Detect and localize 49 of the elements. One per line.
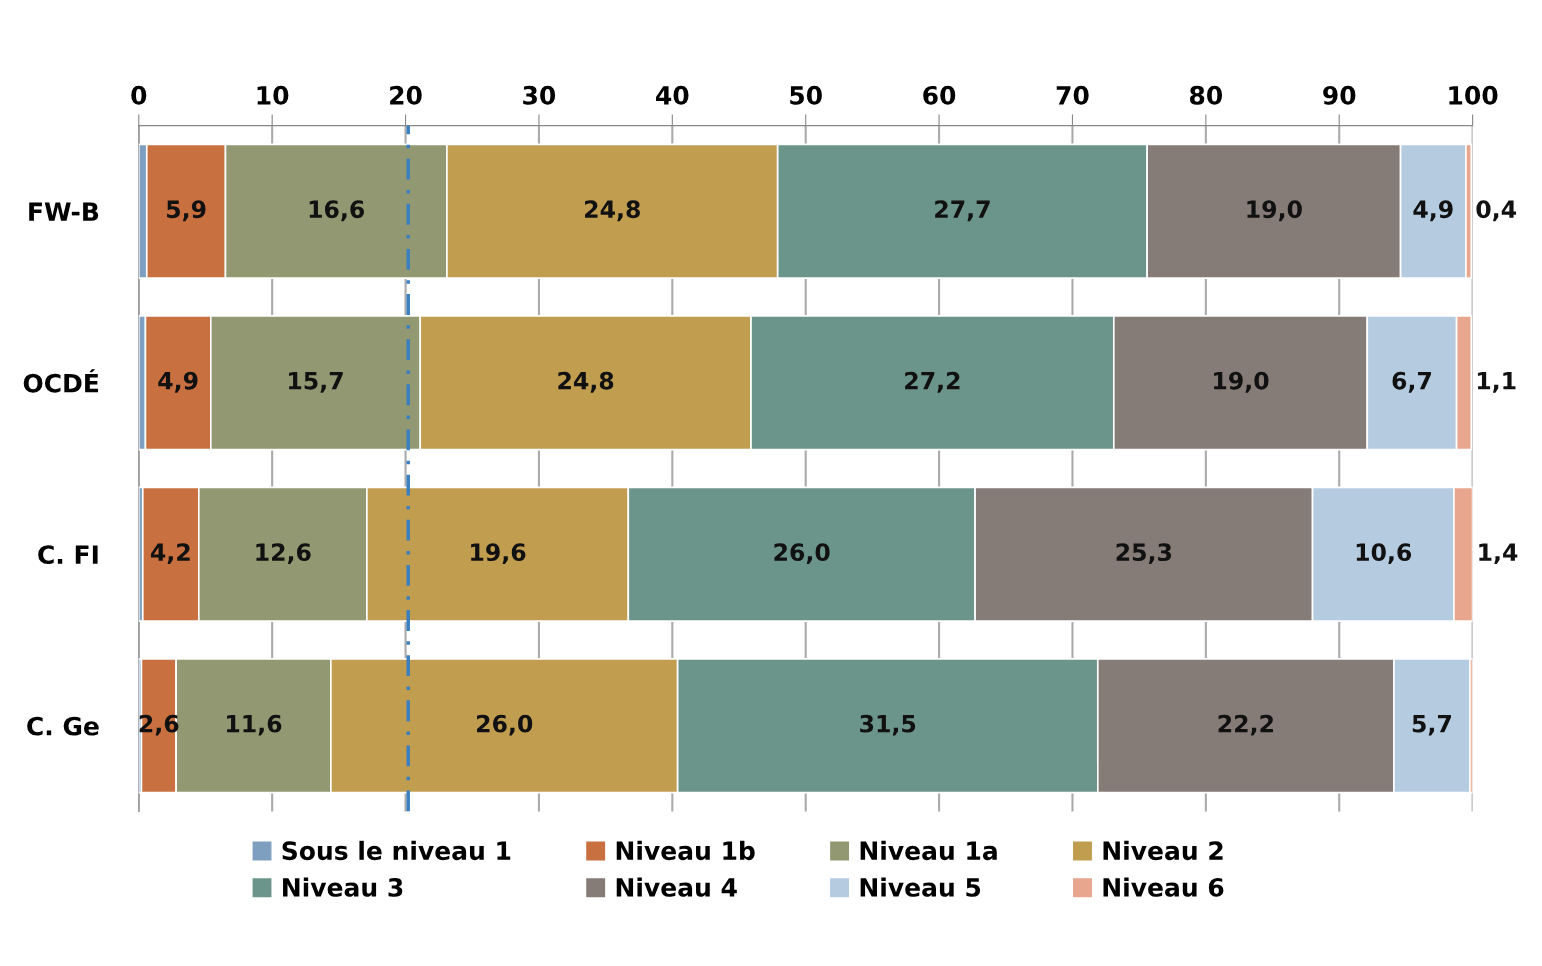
data-label: 24,8: [558, 371, 614, 393]
data-label: 1,1: [1477, 372, 1516, 393]
x-tick-label: 0: [131, 85, 147, 105]
x-tick-label: 70: [1056, 85, 1089, 105]
data-label: 24,8: [585, 200, 640, 222]
legend-label: Niveau 3: [283, 877, 403, 897]
data-label: 4,9: [158, 371, 198, 393]
data-label: 25,3: [1116, 543, 1172, 565]
legend-label: Sous le niveau 1: [282, 840, 511, 861]
data-label: 5,7: [1412, 715, 1451, 736]
data-label: 19,0: [1247, 200, 1302, 222]
legend-label: Niveau 6: [1103, 877, 1224, 897]
data-label: 10,6: [1356, 543, 1412, 565]
y-tick-label: FW-B: [29, 202, 99, 221]
data-label: 31,5: [860, 714, 916, 736]
data-label: 19,0: [1214, 371, 1269, 393]
data-label: 27,7: [935, 200, 990, 222]
data-label: 12,6: [256, 543, 311, 565]
legend-label: Niveau 4: [616, 877, 737, 897]
y-tick-label: C. Ge: [27, 716, 99, 736]
data-label: 26,0: [476, 714, 533, 736]
legend-label: Niveau 1b: [616, 840, 755, 861]
data-label: 6,7: [1392, 371, 1431, 393]
data-label: 19,6: [471, 543, 526, 565]
data-label: 1,4: [1479, 543, 1518, 565]
y-tick-label: C. FI: [38, 545, 98, 565]
x-tick-label: 50: [790, 85, 822, 105]
data-label: 5,9: [167, 200, 206, 222]
x-tick-label: 80: [1189, 85, 1223, 105]
data-label: 22,2: [1218, 714, 1273, 736]
x-tick-label: 20: [390, 85, 422, 105]
x-tick-label: 10: [257, 85, 289, 105]
data-label: 4,9: [1413, 200, 1453, 222]
legend-label: Niveau 1a: [860, 840, 997, 861]
data-label: 26,0: [774, 543, 830, 565]
data-label: 16,6: [309, 200, 365, 222]
x-tick-label: 60: [923, 85, 956, 105]
y-tick-label: OCDÉ: [23, 369, 99, 393]
data-label: 15,7: [289, 372, 343, 393]
x-tick-label: 100: [1449, 85, 1498, 105]
data-label: 11,6: [227, 714, 282, 736]
data-label: 4,2: [150, 543, 190, 565]
x-tick-label: 90: [1323, 85, 1356, 105]
x-tick-label: 40: [656, 85, 689, 105]
data-label: 27,2: [905, 371, 960, 393]
x-tick-label: 30: [523, 85, 556, 105]
data-label: 0,4: [1476, 200, 1517, 222]
legend-label: Niveau 5: [860, 877, 981, 897]
legend-label: Niveau 2: [1103, 840, 1223, 861]
